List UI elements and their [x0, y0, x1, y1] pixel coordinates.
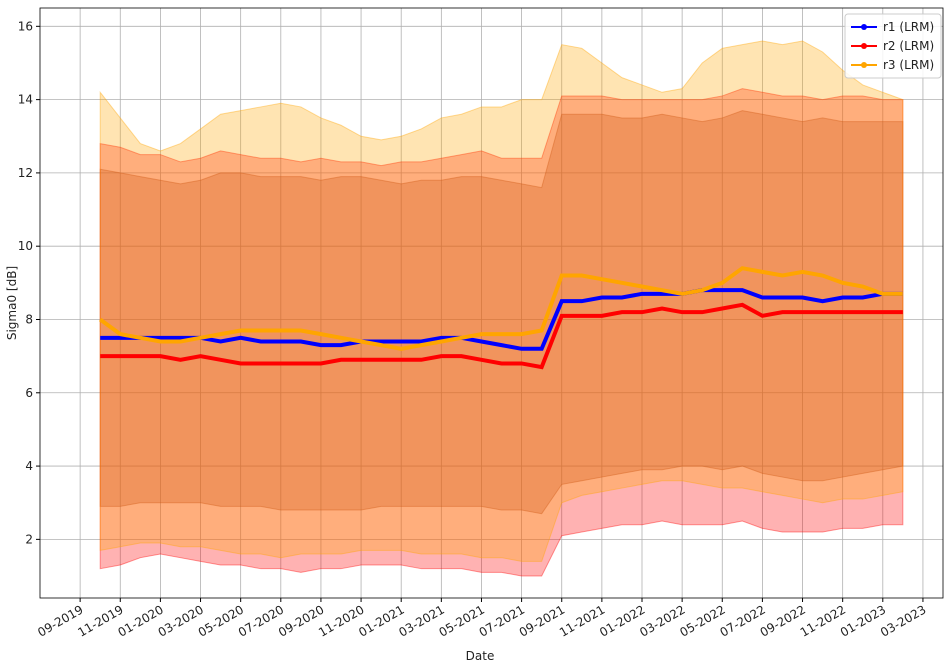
y-tick-label: 2	[25, 532, 33, 546]
y-tick-label: 16	[18, 19, 33, 33]
legend-marker	[861, 62, 867, 68]
y-tick-label: 8	[25, 312, 33, 326]
series-line	[100, 302, 903, 370]
series-line	[100, 288, 903, 351]
legend: r1 (LRM) r2 (LRM) r3 (LRM)	[844, 13, 942, 79]
legend-marker	[861, 24, 867, 30]
x-axis-label: Date	[466, 649, 495, 663]
legend-label: r1 (LRM)	[883, 20, 934, 34]
legend-box	[844, 13, 942, 79]
band	[99, 40, 904, 562]
legend-label: r3 (LRM)	[883, 58, 934, 72]
y-tick-label: 12	[18, 166, 33, 180]
y-tick-label: 4	[25, 459, 33, 473]
y-tick-label: 14	[18, 93, 33, 107]
x-tick-label: 03-2023	[878, 602, 928, 639]
legend-label: r2 (LRM)	[883, 39, 934, 53]
legend-marker	[861, 43, 867, 49]
y-tick-label: 10	[18, 239, 33, 253]
series-line	[99, 266, 903, 351]
y-axis-label: Sigma0 [dB]	[5, 266, 19, 340]
plot-frame	[39, 7, 944, 599]
y-tick-label: 6	[25, 386, 33, 400]
band	[99, 110, 904, 515]
